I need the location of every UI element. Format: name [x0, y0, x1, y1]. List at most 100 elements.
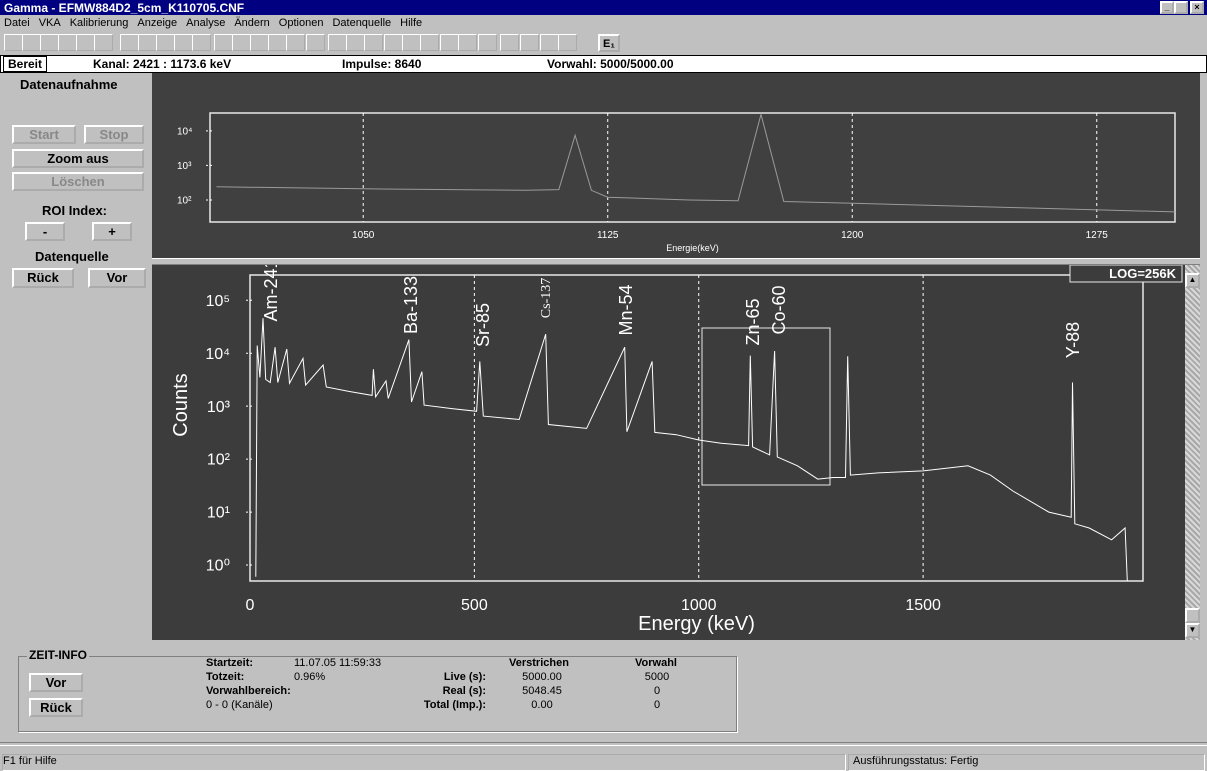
tool-button[interactable] [458, 34, 477, 51]
tool-button[interactable] [328, 34, 347, 51]
y-tick-label: 10¹ [207, 505, 230, 522]
tool-button[interactable] [558, 34, 577, 51]
x-tick-label: 0 [246, 597, 255, 614]
y-tick-label: 10² [207, 452, 231, 469]
value: 5000 [644, 671, 670, 683]
label: Totzeit: [206, 671, 245, 683]
tool-button[interactable] [540, 34, 559, 51]
channel: Kanal: 2421 : 1173.6 keV [93, 57, 232, 71]
value: 0.96% [294, 671, 326, 683]
tool-button[interactable] [120, 34, 139, 51]
peak-label: Y-88 [1063, 322, 1083, 358]
peak-label: Co-60 [769, 285, 789, 334]
tool-button[interactable] [138, 34, 157, 51]
roi-minus-button[interactable]: - [25, 222, 65, 241]
label: Datenquelle [35, 249, 109, 264]
forward-button[interactable]: Vor [88, 268, 146, 288]
tool-button[interactable] [58, 34, 77, 51]
status-help: F1 für Hilfe [2, 754, 846, 771]
roi-plus-button[interactable]: + [92, 222, 132, 241]
spectrum-line [216, 112, 1176, 213]
tool-button[interactable] [440, 34, 459, 51]
start-button[interactable]: Start [12, 125, 76, 144]
value: 5000.00 [522, 671, 562, 683]
close-button[interactable]: × [1190, 1, 1204, 14]
peak-label: Ba-133 [401, 276, 421, 334]
menu-item[interactable]: Datei [4, 17, 30, 29]
scale-label: LOG=256K [1109, 266, 1176, 281]
menu-item[interactable]: Anzeige [137, 17, 178, 29]
tool-button[interactable] [40, 34, 59, 51]
scroll-thumb[interactable] [1185, 608, 1200, 623]
peak-label: Mn-54 [616, 284, 636, 335]
tool-button[interactable] [384, 34, 403, 51]
tool-button[interactable] [520, 34, 539, 51]
tool-button[interactable] [402, 34, 421, 51]
label: ROI Index: [42, 203, 108, 218]
value: 0 [653, 699, 661, 711]
back-button[interactable]: Rück [29, 698, 83, 717]
tool-button[interactable] [346, 34, 365, 51]
minimize-button[interactable]: _ [1160, 1, 1174, 14]
x-tick-label: 1275 [1086, 230, 1109, 241]
tool-button[interactable] [500, 34, 519, 51]
status-line: Bereit Kanal: 2421 : 1173.6 keV Impulse:… [0, 55, 1207, 73]
tool-button[interactable] [250, 34, 269, 51]
tool-button[interactable] [214, 34, 233, 51]
zoom-button[interactable]: Zoom aus [12, 149, 144, 168]
x-tick-label: 1125 [597, 230, 619, 241]
menu-item[interactable]: Optionen [278, 17, 324, 29]
tool-button[interactable] [268, 34, 287, 51]
label: Datenaufnahme [20, 77, 118, 92]
menu-item[interactable]: Datenquelle [332, 17, 392, 29]
tool-button[interactable] [364, 34, 383, 51]
scroll-down[interactable]: ▼ [1185, 623, 1200, 638]
tool-button[interactable] [94, 34, 113, 51]
maximize-button[interactable] [1174, 1, 1188, 14]
header: Verstrichen [509, 657, 569, 669]
menu-item[interactable]: Ändern [234, 17, 270, 29]
peak-label: Am-241 [261, 265, 281, 322]
zoom-chart: 1050 1125 1200 1275 10² 10³ 10⁴ Energie(keV) [152, 73, 1200, 258]
menu-item[interactable]: Kalibrierung [69, 17, 129, 29]
x-axis-label: Energy (keV) [638, 613, 755, 635]
x-tick-label: 1000 [681, 597, 717, 614]
tool-button[interactable] [174, 34, 193, 51]
impulses: Impulse: 8640 [342, 57, 422, 71]
tool-button[interactable] [286, 34, 305, 51]
status-state: Ausführungsstatus: Fertig [848, 754, 1205, 771]
spectrum-chart: 0 500 1000 1500 10⁰ 10¹ 10² 10³ 10⁴ 10⁵ Energy (ke… [152, 265, 1185, 640]
menu-item[interactable]: VKA [38, 17, 61, 29]
tool-button[interactable] [478, 34, 497, 51]
menu-item[interactable]: Analyse [186, 17, 226, 29]
title-bar: Gamma - EFMW884D2_5cm_K110705.CNF _ × [0, 0, 1207, 15]
y-tick-label: 10³ [177, 161, 192, 172]
y-axis-label: Counts [170, 373, 192, 436]
energy-button[interactable]: E₁ [598, 34, 620, 52]
scroll-up[interactable]: ▲ [1185, 273, 1200, 288]
value: 0 [653, 685, 661, 697]
stop-button[interactable]: Stop [84, 125, 144, 144]
scrollbar[interactable]: ▲ ▼ [1185, 265, 1200, 640]
back-button[interactable]: Rück [12, 268, 74, 288]
tool-button[interactable] [232, 34, 251, 51]
tool-button[interactable] [4, 34, 23, 51]
preset: Vorwahl: 5000/5000.00 [547, 57, 674, 71]
tool-button[interactable] [76, 34, 95, 51]
value: 0 - 0 (Kanäle) [206, 699, 273, 711]
tool-button[interactable] [420, 34, 439, 51]
forward-button[interactable]: Vor [29, 673, 83, 692]
plot-frame [209, 112, 1176, 223]
y-tick-label: 10⁵ [206, 293, 230, 310]
plot-frame [249, 274, 1144, 582]
menu-item[interactable]: Hilfe [400, 17, 423, 29]
tool-button[interactable] [22, 34, 41, 51]
tool-button[interactable] [306, 34, 325, 51]
menu-bar: Datei VKA Kalibrierung Anzeige Analyse Ändern… [4, 17, 431, 29]
tool-button[interactable] [192, 34, 211, 51]
label: Startzeit: [206, 657, 254, 669]
splitter[interactable] [152, 258, 1200, 265]
clear-button[interactable]: Löschen [12, 172, 144, 191]
tool-button[interactable] [156, 34, 175, 51]
